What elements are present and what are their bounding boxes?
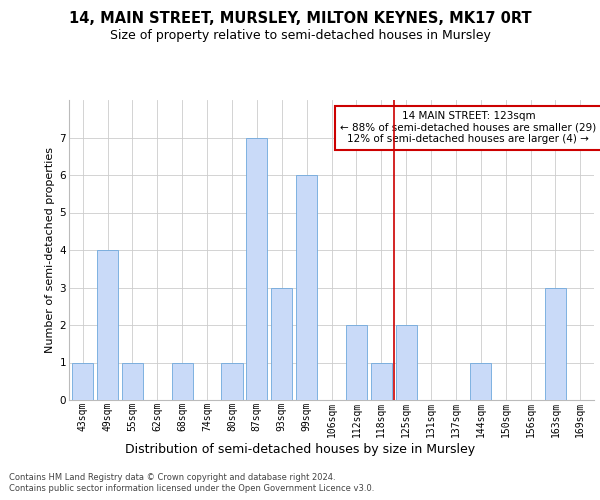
Bar — [346, 325, 367, 400]
Bar — [172, 362, 193, 400]
Text: Contains HM Land Registry data © Crown copyright and database right 2024.: Contains HM Land Registry data © Crown c… — [9, 472, 335, 482]
Bar — [395, 325, 417, 400]
Bar — [271, 288, 292, 400]
Bar — [246, 138, 268, 400]
Bar — [470, 362, 491, 400]
Text: Distribution of semi-detached houses by size in Mursley: Distribution of semi-detached houses by … — [125, 442, 475, 456]
Text: 14 MAIN STREET: 123sqm
← 88% of semi-detached houses are smaller (29)
12% of sem: 14 MAIN STREET: 123sqm ← 88% of semi-det… — [340, 112, 596, 144]
Bar — [221, 362, 242, 400]
Bar — [72, 362, 93, 400]
Y-axis label: Number of semi-detached properties: Number of semi-detached properties — [46, 147, 55, 353]
Text: Contains public sector information licensed under the Open Government Licence v3: Contains public sector information licen… — [9, 484, 374, 493]
Bar — [122, 362, 143, 400]
Bar — [97, 250, 118, 400]
Text: Size of property relative to semi-detached houses in Mursley: Size of property relative to semi-detach… — [110, 28, 490, 42]
Bar — [545, 288, 566, 400]
Bar — [296, 175, 317, 400]
Bar — [371, 362, 392, 400]
Text: 14, MAIN STREET, MURSLEY, MILTON KEYNES, MK17 0RT: 14, MAIN STREET, MURSLEY, MILTON KEYNES,… — [68, 11, 532, 26]
